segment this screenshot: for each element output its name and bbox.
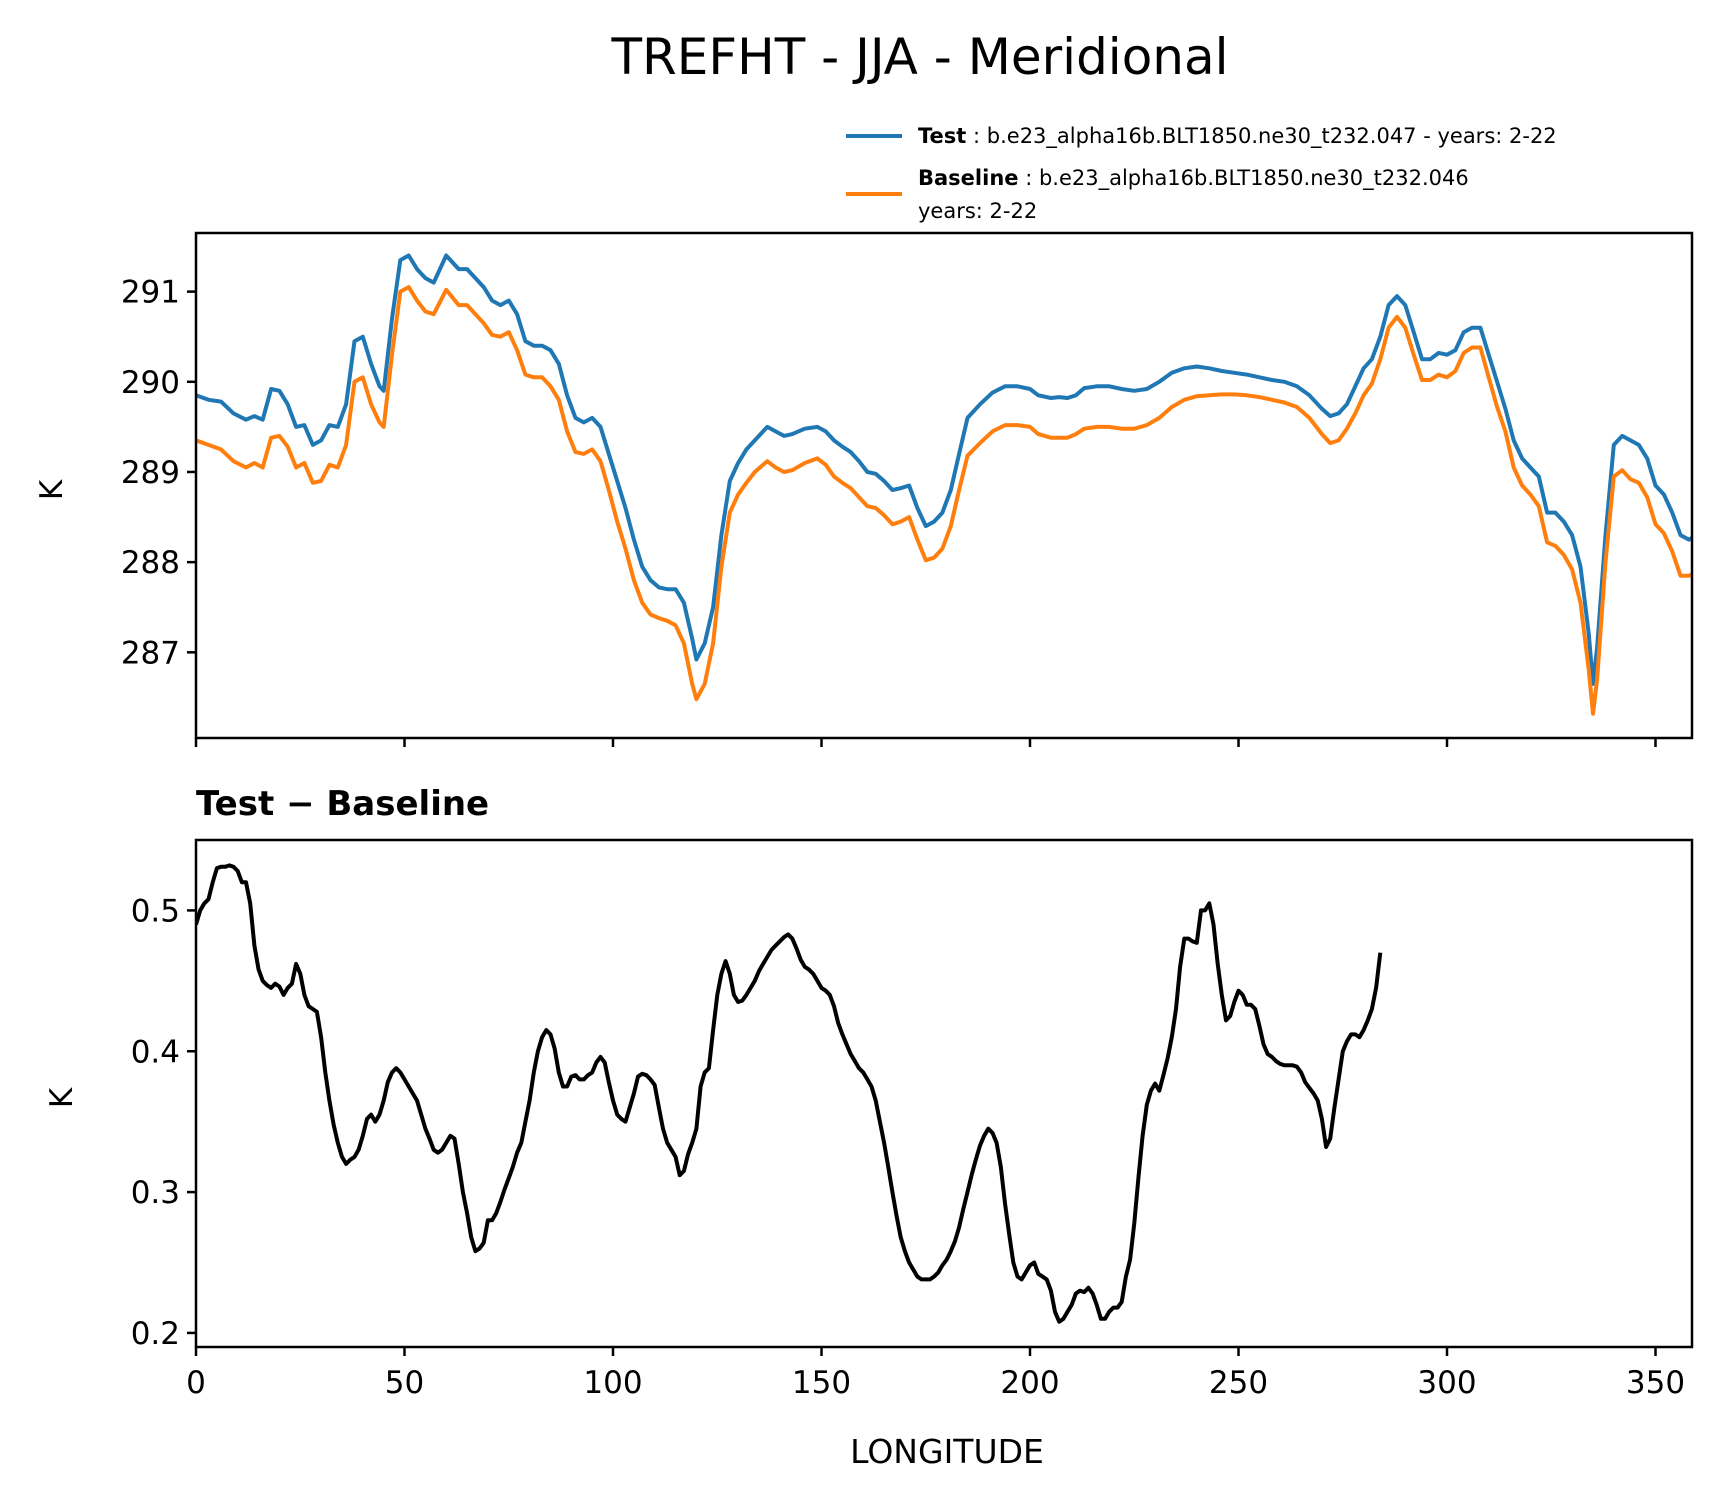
top-panel: K 287 288 289 290 291: [34, 231, 1694, 747]
top-y-axis-label: K: [34, 479, 70, 500]
bottom-panel: Test − Baseline K LONGITUDE 0.2 0.3 0.4 0.5…: [44, 784, 1694, 1471]
legend-baseline-text: : b.e23_alpha16b.BLT1850.ne30_t232.046: [1025, 166, 1469, 191]
bottom-y-tick-label: 0.5: [131, 893, 180, 929]
bottom-y-axis-label: K: [44, 1087, 80, 1108]
bottom-axes-frame: [194, 838, 1694, 1349]
figure-title: TREFHT - JJA - Meridional: [610, 28, 1228, 86]
bottom-y-tick-label: 0.3: [131, 1175, 180, 1211]
bottom-x-tick-label: 50: [385, 1365, 424, 1401]
top-series-test: [196, 253, 1692, 686]
bottom-x-tick-label: 150: [792, 1365, 851, 1401]
top-axes-frame: [194, 231, 1694, 740]
bottom-x-tick-label: 0: [186, 1365, 206, 1401]
bottom-x-tick-label: 350: [1626, 1365, 1685, 1401]
top-series-baseline: [196, 285, 1692, 716]
bottom-series-test-baseline: [196, 863, 1383, 1324]
bottom-x-tick-label: 250: [1209, 1365, 1268, 1401]
legend-baseline-entry: Baseline : b.e23_alpha16b.BLT1850.ne30_t…: [918, 166, 1469, 191]
bottom-x-tick-label: 200: [1000, 1365, 1059, 1401]
top-y-tick-label: 287: [121, 635, 180, 671]
x-axis-label: LONGITUDE: [850, 1432, 1044, 1471]
top-y-tick-label: 288: [121, 545, 180, 581]
bottom-x-tick-label: 300: [1417, 1365, 1476, 1401]
legend-test-text: : b.e23_alpha16b.BLT1850.ne30_t232.047 -…: [973, 124, 1557, 149]
bottom-panel-title: Test − Baseline: [196, 784, 489, 824]
legend-baseline-bold: Baseline: [918, 166, 1019, 190]
top-y-tick-label: 291: [121, 275, 180, 311]
legend-test-entry: Test : b.e23_alpha16b.BLT1850.ne30_t232.…: [918, 124, 1557, 149]
legend-test-bold: Test: [918, 124, 966, 148]
top-y-tick-label: 289: [121, 455, 180, 491]
legend: Test : b.e23_alpha16b.BLT1850.ne30_t232.…: [846, 124, 1557, 223]
legend-baseline-line2: years: 2-22: [918, 199, 1037, 223]
bottom-x-tick-label: 100: [583, 1365, 642, 1401]
top-y-tick-label: 290: [121, 365, 180, 401]
bottom-y-tick-label: 0.2: [131, 1316, 180, 1352]
bottom-y-tick-label: 0.4: [131, 1034, 180, 1070]
